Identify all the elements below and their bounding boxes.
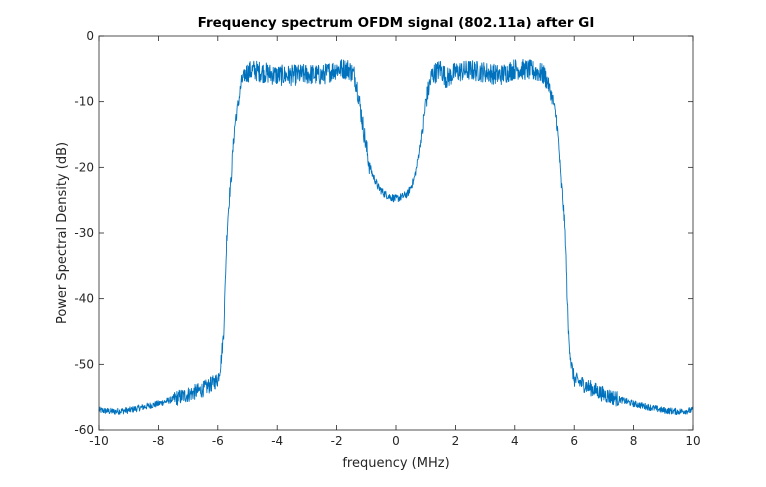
y-tick-label: -40 (74, 292, 94, 306)
y-tick-label: 0 (86, 29, 94, 43)
y-axis-label: Power Spectral Density (dB) (55, 142, 70, 324)
x-tick-label: 10 (685, 434, 700, 448)
x-tick-label: -2 (331, 434, 343, 448)
axes-box (98, 35, 694, 431)
x-tick-label: 0 (392, 434, 400, 448)
y-tick-label: -20 (74, 160, 94, 174)
x-tick-label: 2 (452, 434, 460, 448)
y-tick-label: -10 (74, 95, 94, 109)
y-tick-label: -60 (74, 423, 94, 437)
x-tick-label: -8 (152, 434, 164, 448)
x-axis-label: frequency (MHz) (342, 456, 449, 471)
x-tick-label: 6 (570, 434, 578, 448)
x-tick-label: 8 (630, 434, 638, 448)
x-tick-label: -10 (89, 434, 109, 448)
series-layer (98, 58, 694, 415)
ticks-layer: -10 -8 -6 -4 -2 0 2 4 6 8 100-10-20-30-40-50-60 (74, 29, 700, 448)
x-tick-label: 4 (511, 434, 519, 448)
x-tick-label: -6 (212, 434, 224, 448)
y-tick-label: -50 (74, 357, 94, 371)
chart-title: Frequency spectrum OFDM signal (802.11a)… (198, 15, 595, 31)
y-tick-label: -30 (74, 226, 94, 240)
psd-series-line (98, 58, 694, 415)
x-tick-label: -4 (271, 434, 283, 448)
axes-background (99, 36, 693, 430)
